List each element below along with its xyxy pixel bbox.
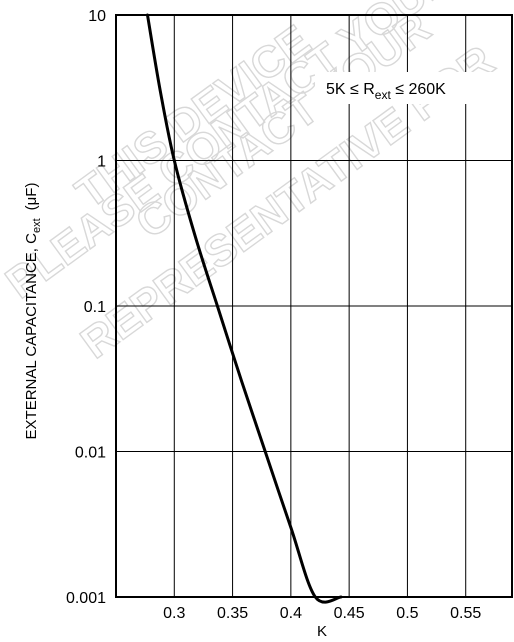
series-line bbox=[146, 13, 343, 604]
annotation-sub: ext bbox=[375, 88, 392, 102]
x-tick-label: 0.5 bbox=[396, 605, 418, 622]
y-axis-title-main: EXTERNAL CAPACITANCE, C bbox=[23, 233, 40, 440]
y-axis-title-unit: (μF) bbox=[23, 183, 40, 211]
y-tick-label: 0.001 bbox=[66, 590, 106, 607]
x-tick-label: 0.3 bbox=[163, 605, 185, 622]
y-tick-label: 0.1 bbox=[84, 299, 106, 316]
annotation-background bbox=[315, 72, 500, 104]
watermark: THIS DEVICE CONTACT YOUR PLEASE CONTACT … bbox=[0, 0, 504, 369]
x-tick-label: 0.35 bbox=[217, 605, 248, 622]
y-axis-title: EXTERNAL CAPACITANCE, Cext (μF) bbox=[23, 183, 43, 440]
y-tick-label: 10 bbox=[88, 8, 106, 25]
annotation-pre: 5K ≤ R bbox=[326, 81, 375, 98]
y-tick-label: 1 bbox=[97, 154, 106, 171]
y-axis-tick-labels: 0.001 0.01 0.1 1 10 bbox=[66, 8, 106, 607]
x-tick-label: 0.45 bbox=[334, 605, 365, 622]
annotation-post: ≤ 260K bbox=[391, 81, 446, 98]
rext-range-annotation: 5K ≤ Rext ≤ 260K bbox=[326, 81, 446, 102]
x-axis-tick-labels: 0.3 0.35 0.4 0.45 0.5 0.55 bbox=[163, 605, 481, 622]
x-axis-title: K bbox=[317, 623, 327, 640]
y-axis-title-sub: ext bbox=[31, 218, 43, 233]
y-tick-label: 0.01 bbox=[75, 445, 106, 462]
x-tick-label: 0.4 bbox=[280, 605, 302, 622]
x-tick-label: 0.55 bbox=[450, 605, 481, 622]
